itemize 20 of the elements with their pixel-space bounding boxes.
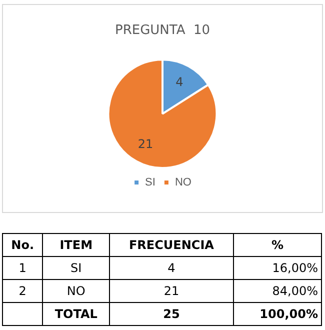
text: 4 [110, 256, 234, 280]
text: 100,00% [233, 302, 322, 326]
text: 2 [2, 280, 43, 302]
text: FRECUENCIA [110, 234, 234, 256]
legend-label: SI [145, 176, 156, 189]
data-label: 4 [176, 75, 184, 90]
text: ITEM [42, 234, 110, 256]
text: TOTAL [42, 302, 110, 326]
text: 16,00% [233, 256, 322, 280]
text: 1 [2, 256, 43, 280]
data-label: 21 [138, 136, 154, 151]
text: No. [2, 234, 43, 256]
text: % [233, 234, 322, 256]
text: 25 [110, 302, 234, 326]
chart-title: PREGUNTA 10 [114, 23, 210, 38]
text: NO [42, 280, 110, 302]
text: SI [42, 256, 110, 280]
text: 84,00% [233, 280, 322, 302]
legend-label: NO [174, 176, 192, 189]
text: 21 [110, 280, 234, 302]
